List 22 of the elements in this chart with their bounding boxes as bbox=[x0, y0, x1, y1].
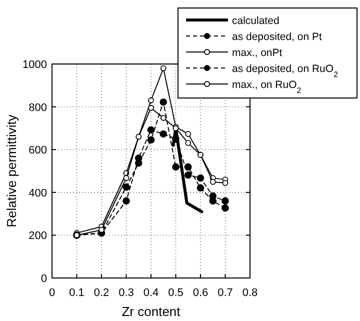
y-axis-title: Relative permittivity bbox=[4, 114, 19, 228]
y-tick-label: 400 bbox=[28, 187, 47, 200]
x-tick-label: 0 bbox=[48, 287, 56, 299]
x-tick-label: 0.1 bbox=[69, 287, 84, 299]
legend-label: as deposited, on Pt bbox=[232, 31, 322, 43]
x-tick-label: 0.8 bbox=[242, 287, 258, 299]
legend-label: max., on RuO$_{2}$ bbox=[232, 79, 302, 94]
y-tick-label: 0 bbox=[40, 273, 47, 285]
y-tick-label: 600 bbox=[28, 144, 47, 157]
x-tick-label: 0.4 bbox=[143, 287, 159, 299]
x-axis-title: Zr content bbox=[122, 304, 181, 319]
legend-label: max., onPt bbox=[232, 47, 282, 59]
x-tick-label: 0.2 bbox=[94, 287, 110, 299]
y-tick-label: 800 bbox=[28, 102, 47, 114]
y-tick-label: 200 bbox=[28, 230, 47, 242]
x-tick-label: 0.5 bbox=[168, 287, 184, 299]
legend-label: as deposited, on RuO$_{2}$ bbox=[232, 63, 338, 78]
x-tick-label: 0.3 bbox=[118, 287, 134, 299]
x-tick-label: 0.6 bbox=[192, 287, 208, 299]
legend-label: calculated bbox=[232, 15, 280, 27]
y-tick-label: 1000 bbox=[22, 59, 47, 71]
x-tick-label: 0.7 bbox=[218, 287, 233, 299]
